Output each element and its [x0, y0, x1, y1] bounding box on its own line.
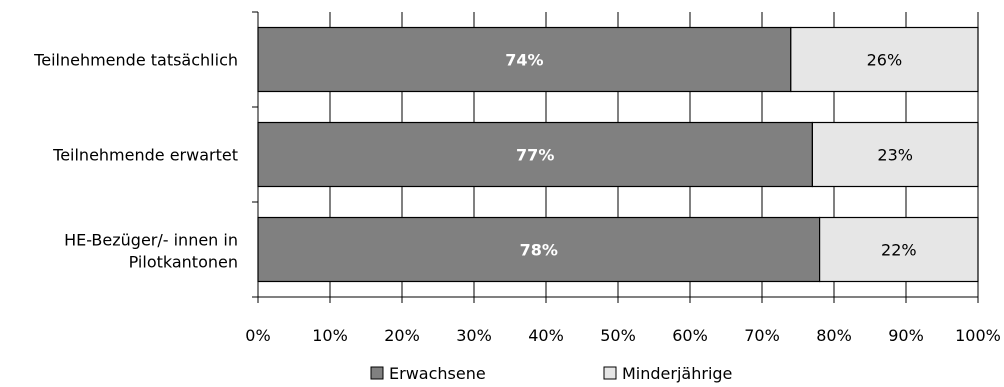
x-tick-label: 50% — [600, 326, 636, 345]
x-tick-label: 30% — [456, 326, 492, 345]
x-tick-label: 90% — [888, 326, 924, 345]
category-label-line: Pilotkantonen — [129, 253, 238, 272]
bar-segment — [811, 121, 979, 188]
data-label: 26% — [867, 51, 903, 70]
x-tick-label: 70% — [744, 326, 780, 345]
legend: Erwachsene Minderjährige — [370, 364, 732, 383]
x-tick-label: 0% — [245, 326, 270, 345]
category-labels: Teilnehmende tatsächlich Teilnehmende erw… — [33, 51, 238, 272]
data-label: 22% — [881, 241, 917, 260]
data-label: 74% — [505, 51, 543, 70]
x-tick-label: 20% — [384, 326, 420, 345]
x-tick-label: 100% — [955, 326, 1001, 345]
category-label: HE-Bezüger/- innen in Pilotkantonen — [64, 231, 238, 272]
legend-label: Erwachsene — [389, 364, 486, 383]
x-tick-label: 10% — [312, 326, 348, 345]
bar-segment — [818, 216, 979, 283]
bar-segment — [790, 26, 979, 93]
x-tick-label: 40% — [528, 326, 564, 345]
bars: 74% 26% 77% 23% 78% 22% — [257, 26, 979, 283]
axes — [252, 11, 979, 303]
category-label: Teilnehmende erwartet — [52, 146, 238, 165]
data-label: 23% — [877, 146, 913, 165]
x-tick-labels: 0% 10% 20% 30% 40% 50% 60% 70% 80% 90% 100% — [245, 326, 1001, 345]
category-label-line: HE-Bezüger/- innen in — [64, 231, 238, 250]
x-tick-label: 60% — [672, 326, 708, 345]
data-label: 78% — [520, 241, 558, 260]
x-tick-label: 80% — [816, 326, 852, 345]
legend-swatch — [603, 366, 617, 380]
legend-label: Minderjährige — [622, 364, 732, 383]
category-label: Teilnehmende tatsächlich — [33, 51, 238, 70]
data-label: 77% — [516, 146, 554, 165]
legend-swatch — [370, 366, 384, 380]
